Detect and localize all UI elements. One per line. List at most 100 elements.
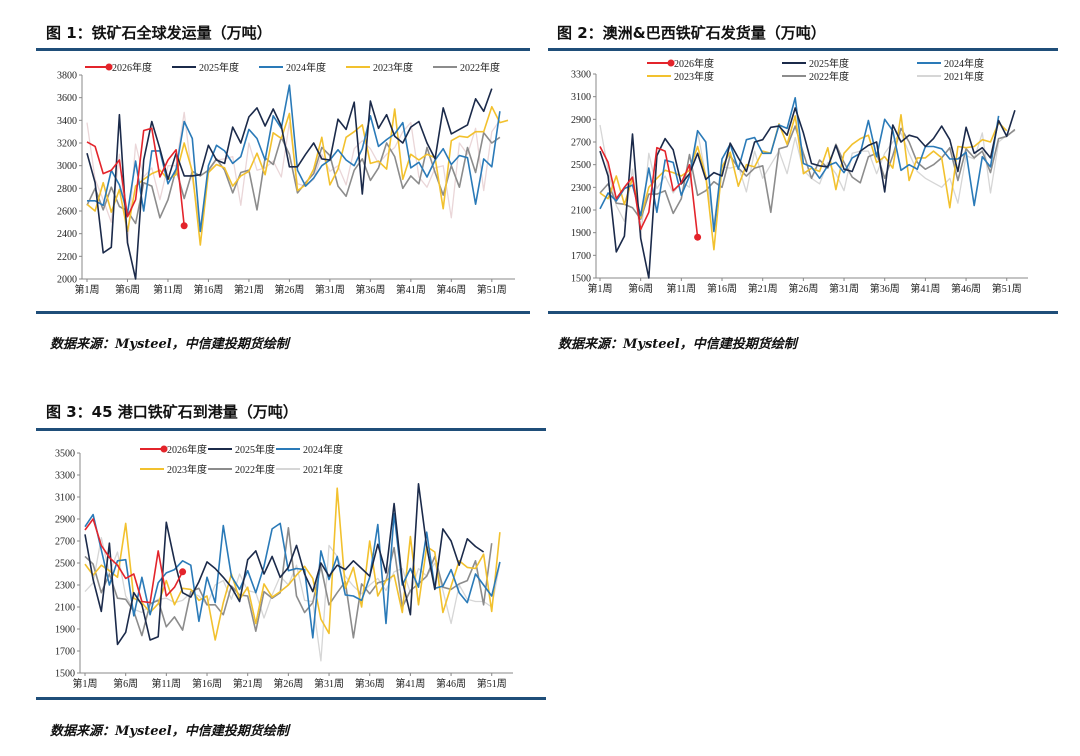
legend-item: 2025年度 <box>208 443 275 456</box>
legend-label: 2022年度 <box>235 463 275 476</box>
series-end-marker-2026 <box>179 568 187 576</box>
legend-label: 2021年度 <box>944 70 984 83</box>
legend-item: 2022年度 <box>433 61 500 74</box>
legend-item: 2024年度 <box>259 61 326 74</box>
chart-3-bottom-rule <box>36 697 546 700</box>
x-tick-label: 第21周 <box>234 283 264 296</box>
y-tick-label: 2100 <box>571 206 591 217</box>
y-tick-label: 2900 <box>571 115 591 126</box>
x-tick-label: 第11周 <box>152 677 182 690</box>
y-tick-label: 3000 <box>57 161 77 172</box>
chart-1-title: 图 1：铁矿石全球发运量（万吨） <box>46 24 272 42</box>
x-tick-label: 第26周 <box>273 677 303 690</box>
y-tick-label: 3200 <box>57 139 77 150</box>
x-tick-label: 第21周 <box>748 282 778 295</box>
x-tick-label: 第46周 <box>436 677 466 690</box>
y-tick-label: 2400 <box>57 229 77 240</box>
chart-1-global-shipments: 2000 2200 2400 2600 2800 3000 3200 3400 3600 3800… <box>57 61 515 296</box>
y-tick-label: 1700 <box>55 647 75 658</box>
x-tick-label: 第1周 <box>75 283 100 296</box>
y-tick-label: 3800 <box>57 71 77 82</box>
legend-item: 2022年度 <box>208 463 275 476</box>
x-tick-label: 第11周 <box>153 283 183 296</box>
y-tick-label: 1700 <box>571 251 591 262</box>
x-tick-label: 第31周 <box>829 282 859 295</box>
x-tick-label: 第41周 <box>396 283 426 296</box>
y-tick-label: 3400 <box>57 116 77 127</box>
x-tick-label: 第51周 <box>992 282 1022 295</box>
y-tick-label: 1900 <box>55 625 75 636</box>
y-tick-label: 2100 <box>55 603 75 614</box>
x-tick-label: 第16周 <box>192 677 222 690</box>
chart-3-port-arrivals: 1500 1700 1900 2100 2300 2500 2700 2900 3100 3300… <box>55 443 513 690</box>
y-tick-label: 3300 <box>571 70 591 81</box>
y-tick-label: 3500 <box>55 449 75 460</box>
legend-item: 2023年度 <box>346 61 413 74</box>
x-tick-label: 第36周 <box>355 283 385 296</box>
legend-label: 2024年度 <box>286 61 326 74</box>
legend-item: 2024年度 <box>276 443 343 456</box>
x-tick-label: 第51周 <box>477 677 507 690</box>
y-tick-label: 2500 <box>55 559 75 570</box>
legend-item: 2023年度 <box>647 70 714 83</box>
x-tick-label: 第6周 <box>628 282 653 295</box>
y-tick-label: 3100 <box>571 92 591 103</box>
x-tick-label: 第31周 <box>314 677 344 690</box>
legend-label: 2021年度 <box>303 463 343 476</box>
series-line-2025年度 <box>86 88 493 280</box>
x-tick-label: 第26周 <box>274 283 304 296</box>
y-tick-label: 3600 <box>57 93 77 104</box>
x-tick-label: 第16周 <box>193 283 223 296</box>
x-tick-label: 第51周 <box>477 283 507 296</box>
x-tick-label: 第11周 <box>667 282 697 295</box>
legend-label: 2022年度 <box>809 70 849 83</box>
chart-2-source: 数据来源：Mysteel，中信建投期货绘制 <box>558 337 797 352</box>
x-tick-label: 第41周 <box>910 282 940 295</box>
x-tick-label: 第6周 <box>113 677 138 690</box>
legend-label: 2023年度 <box>167 463 207 476</box>
series-line-2025年度 <box>84 482 485 646</box>
legend-item: 2022年度 <box>782 70 849 83</box>
series-line-2022年度 <box>86 132 501 225</box>
chart-3-title: 图 3：45 港口铁矿石到港量（万吨） <box>46 403 298 421</box>
y-tick-label: 2800 <box>57 184 77 195</box>
legend-marker <box>105 63 113 71</box>
legend-label: 2023年度 <box>674 70 714 83</box>
chart-2-bottom-rule <box>548 311 1058 314</box>
y-tick-label: 3100 <box>55 493 75 504</box>
x-tick-label: 第16周 <box>707 282 737 295</box>
x-tick-label: 第36周 <box>355 677 385 690</box>
x-tick-label: 第21周 <box>233 677 263 690</box>
x-tick-label: 第1周 <box>588 282 613 295</box>
y-tick-label: 2500 <box>571 160 591 171</box>
legend-item: 2024年度 <box>917 57 984 70</box>
legend-item: 2025年度 <box>782 57 849 70</box>
legend-label: 2026年度 <box>674 57 714 70</box>
chart-2-aus-brazil-shipments: 1500 1700 1900 2100 2300 2500 2700 2900 3100 3300… <box>571 57 1028 295</box>
legend-label: 2023年度 <box>373 61 413 74</box>
legend-label: 2025年度 <box>235 443 275 456</box>
legend-label: 2026年度 <box>112 61 152 74</box>
y-tick-label: 1500 <box>571 274 591 285</box>
x-tick-label: 第41周 <box>395 677 425 690</box>
chart-3-source: 数据来源：Mysteel，中信建投期货绘制 <box>50 724 289 739</box>
chart-2-title: 图 2：澳洲&巴西铁矿石发货量（万吨） <box>557 24 826 42</box>
series-line-2023年度 <box>86 105 509 246</box>
y-tick-label: 2200 <box>57 252 77 263</box>
series-line-2024年度 <box>599 96 1000 233</box>
y-tick-label: 3300 <box>55 471 75 482</box>
legend-label: 2025年度 <box>199 61 239 74</box>
legend-item: 2023年度 <box>140 463 207 476</box>
x-tick-label: 第26周 <box>788 282 818 295</box>
series-line-2026年度 <box>86 127 185 226</box>
legend-item: 2026年度 <box>85 61 152 74</box>
legend-item: 2026年度 <box>647 57 714 70</box>
legend-label: 2025年度 <box>809 57 849 70</box>
chart-3-top-rule <box>36 428 546 431</box>
legend-item: 2021年度 <box>276 463 343 476</box>
legend-label: 2024年度 <box>944 57 984 70</box>
chart-1-top-rule <box>36 48 530 51</box>
x-tick-label: 第46周 <box>951 282 981 295</box>
chart-1-source: 数据来源：Mysteel，中信建投期货绘制 <box>50 337 289 352</box>
y-tick-label: 2300 <box>571 183 591 194</box>
